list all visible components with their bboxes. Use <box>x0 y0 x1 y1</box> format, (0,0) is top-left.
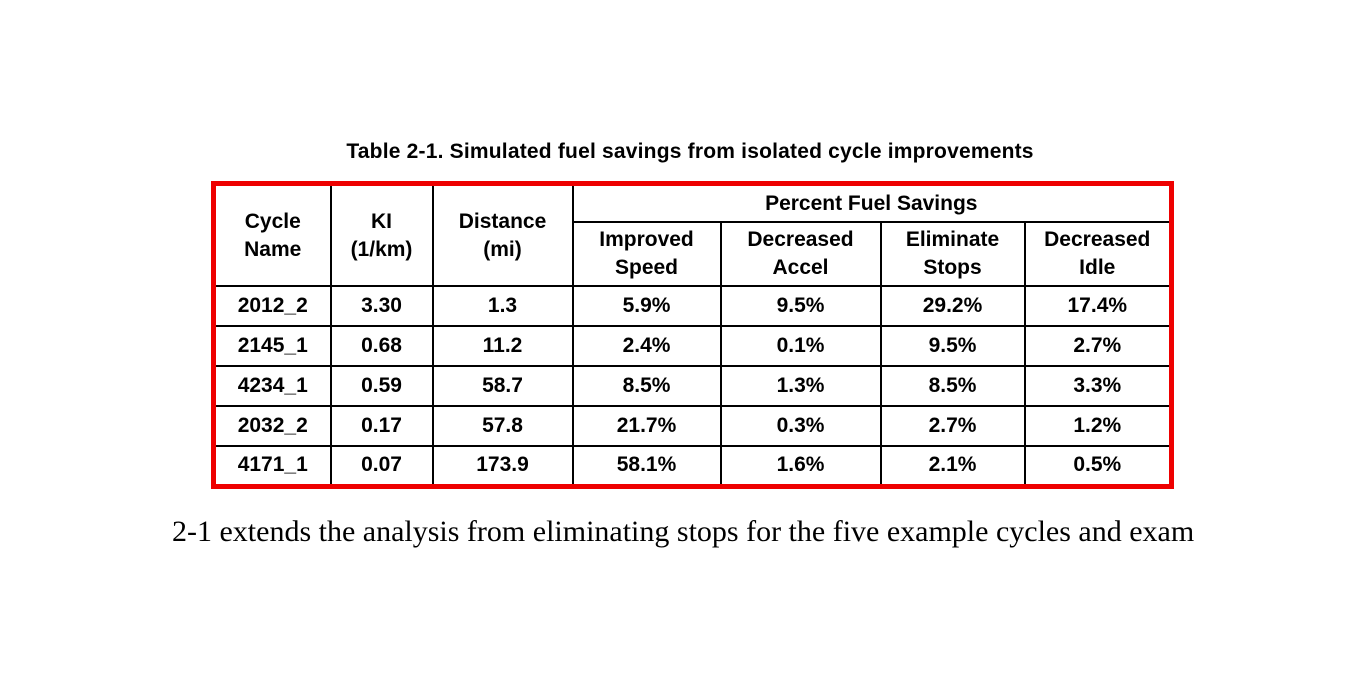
cell-distance: 58.7 <box>431 365 574 407</box>
cell-decreased-accel: 1.3% <box>719 365 882 407</box>
cell-decreased-accel: 1.6% <box>719 445 882 487</box>
cell-ki: 0.17 <box>329 405 434 447</box>
col-header-improved-speed: Improved Speed <box>571 221 722 287</box>
table-row: 2012_2 3.30 1.3 5.9% 9.5% 29.2% 17.4% <box>212 285 1173 327</box>
cell-distance: 11.2 <box>431 325 574 367</box>
cell-ki: 0.07 <box>329 445 434 487</box>
table-row: 4234_1 0.59 58.7 8.5% 1.3% 8.5% 3.3% <box>212 365 1173 407</box>
table-title: Table 2-1. Simulated fuel savings from i… <box>346 140 1034 163</box>
cell-decreased-idle: 17.4% <box>1023 285 1173 327</box>
cell-improved-speed: 58.1% <box>571 445 722 487</box>
cell-decreased-accel: 9.5% <box>719 285 882 327</box>
cell-cycle-name: 2012_2 <box>212 285 332 327</box>
cell-decreased-idle: 2.7% <box>1023 325 1173 367</box>
col-header-decreased-accel: Decreased Accel <box>719 221 882 287</box>
header-row-sub: Improved Speed Decreased Accel Eliminate… <box>214 221 1173 287</box>
cell-improved-speed: 5.9% <box>571 285 722 327</box>
body-text-line: 2-1 extends the analysis from eliminatin… <box>172 515 1195 548</box>
col-header-eliminate-stops: Eliminate Stops <box>879 221 1026 287</box>
cell-improved-speed: 2.4% <box>571 325 722 367</box>
table-row: 2145_1 0.68 11.2 2.4% 0.1% 9.5% 2.7% <box>212 325 1173 367</box>
cell-decreased-accel: 0.1% <box>719 325 882 367</box>
cell-cycle-name: 4234_1 <box>212 365 332 407</box>
col-header-decreased-idle: Decreased Idle <box>1023 221 1173 287</box>
cell-cycle-name: 2032_2 <box>212 405 332 447</box>
col-header-cycle-name: Cycle Name <box>212 182 332 287</box>
cell-distance: 173.9 <box>431 445 574 487</box>
cell-distance: 1.3 <box>431 285 574 327</box>
cell-cycle-name: 2145_1 <box>212 325 332 367</box>
col-header-ki: KI (1/km) <box>329 182 434 287</box>
col-header-distance: Distance (mi) <box>431 182 574 287</box>
cell-eliminate-stops: 9.5% <box>879 325 1026 367</box>
cell-cycle-name: 4171_1 <box>212 445 332 487</box>
cell-decreased-accel: 0.3% <box>719 405 882 447</box>
cell-decreased-idle: 0.5% <box>1023 445 1173 487</box>
cell-decreased-idle: 3.3% <box>1023 365 1173 407</box>
cell-decreased-idle: 1.2% <box>1023 405 1173 447</box>
cell-eliminate-stops: 8.5% <box>879 365 1026 407</box>
cell-improved-speed: 21.7% <box>571 405 722 447</box>
fuel-savings-table: Cycle Name KI (1/km) Distance (mi) Perce… <box>211 181 1175 489</box>
cell-improved-speed: 8.5% <box>571 365 722 407</box>
cell-ki: 3.30 <box>329 285 434 327</box>
cell-ki: 0.59 <box>329 365 434 407</box>
cell-eliminate-stops: 2.1% <box>879 445 1026 487</box>
cell-eliminate-stops: 29.2% <box>879 285 1026 327</box>
cell-eliminate-stops: 2.7% <box>879 405 1026 447</box>
header-row-group: Cycle Name KI (1/km) Distance (mi) Perce… <box>212 182 1173 287</box>
table-row: 2032_2 0.17 57.8 21.7% 0.3% 2.7% 1.2% <box>212 405 1173 447</box>
col-group-header-percent-fuel-savings: Percent Fuel Savings <box>571 182 1173 223</box>
cell-ki: 0.68 <box>329 325 434 367</box>
cell-distance: 57.8 <box>431 405 574 447</box>
table-row: 4171_1 0.07 173.9 58.1% 1.6% 2.1% 0.5% <box>212 445 1173 487</box>
